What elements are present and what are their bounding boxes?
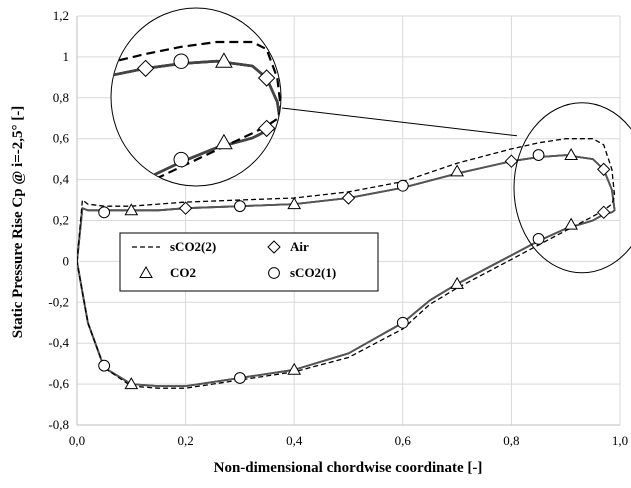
x-tick-label: 0,4 [286,433,303,448]
x-tick-label: 0,8 [503,433,519,448]
legend: sCO2(2) Air CO2 sCO2(1) [119,232,379,292]
marker-air [597,162,611,177]
zoom-marker-air [257,69,276,87]
series-layer [77,138,616,389]
legend-label-air: Air [290,239,309,254]
axes: -0,8 -0,6 -0,4 -0,2 0 0,2 0,4 0,6 0,8 1 1,2 0,0 0,2 0… [48,8,628,448]
legend-swatch-co2 [139,265,153,278]
y-tick-label: 0,4 [53,172,70,187]
series-line-sco2-2- [77,138,616,389]
y-tick-label: -0,6 [48,376,69,391]
series-line-sco2-1- [77,154,616,387]
x-tick-label: 0,0 [69,433,85,448]
zoom-marker-air [257,119,276,138]
marker-air [341,191,356,205]
marker-co2 [124,203,139,216]
marker-air [597,205,611,220]
marker-co2 [450,164,464,177]
y-axis-label: Static Pressure Rise Cp @ i=-2,5° [-] [10,106,26,339]
marker-sco2-1- [234,200,246,213]
marker-co2 [564,148,578,161]
marker-layer [98,148,611,390]
marker-air [504,154,519,168]
marker-co2 [287,362,302,375]
y-tick-label: 0 [63,253,70,268]
zoom-marker-co2 [215,133,233,150]
x-axis-label: Non-dimensional chordwise coordinate [-] [214,460,483,476]
marker-sco2-1- [98,359,111,372]
marker-air [178,201,193,215]
zoom-marker-sco2-1- [173,151,189,168]
y-tick-label: 0,6 [53,131,70,146]
x-tick-label: 0,6 [395,433,412,448]
marker-co2 [287,197,302,210]
marker-co2 [124,377,139,390]
x-tick-label: 1,0 [612,433,628,448]
marker-sco2-1- [98,206,111,219]
y-tick-label: 1,2 [53,8,69,23]
y-tick-label: -0,4 [48,335,69,350]
legend-label-sco2-2-: sCO2(2) [170,239,216,254]
y-tick-label: -0,2 [48,294,69,309]
legend-label-sco2-1-: sCO2(1) [290,265,336,280]
y-tick-label: 0,2 [53,213,69,228]
marker-sco2-1- [532,233,545,245]
legend-swatch-air [267,240,281,254]
legend-label-co2: CO2 [170,265,196,280]
y-tick-label: 0,8 [53,90,69,105]
zoom-marker-air [136,59,155,78]
marker-sco2-1- [396,179,409,192]
marker-sco2-1- [532,149,545,161]
zoom-connector-line [281,107,518,137]
legend-swatch-sco2-1- [268,267,280,279]
legend-box [119,232,379,292]
zoom-marker-co2 [215,52,233,68]
y-tick-label: -0,8 [48,417,69,432]
zoom-region-ellipse [513,102,631,274]
zoom-marker-sco2-1- [173,53,189,69]
y-tick-label: 1 [63,49,70,64]
marker-co2 [564,217,578,230]
marker-co2 [450,276,464,289]
marker-sco2-1- [396,316,409,329]
marker-sco2-1- [234,372,246,384]
x-tick-label: 0,2 [177,433,193,448]
